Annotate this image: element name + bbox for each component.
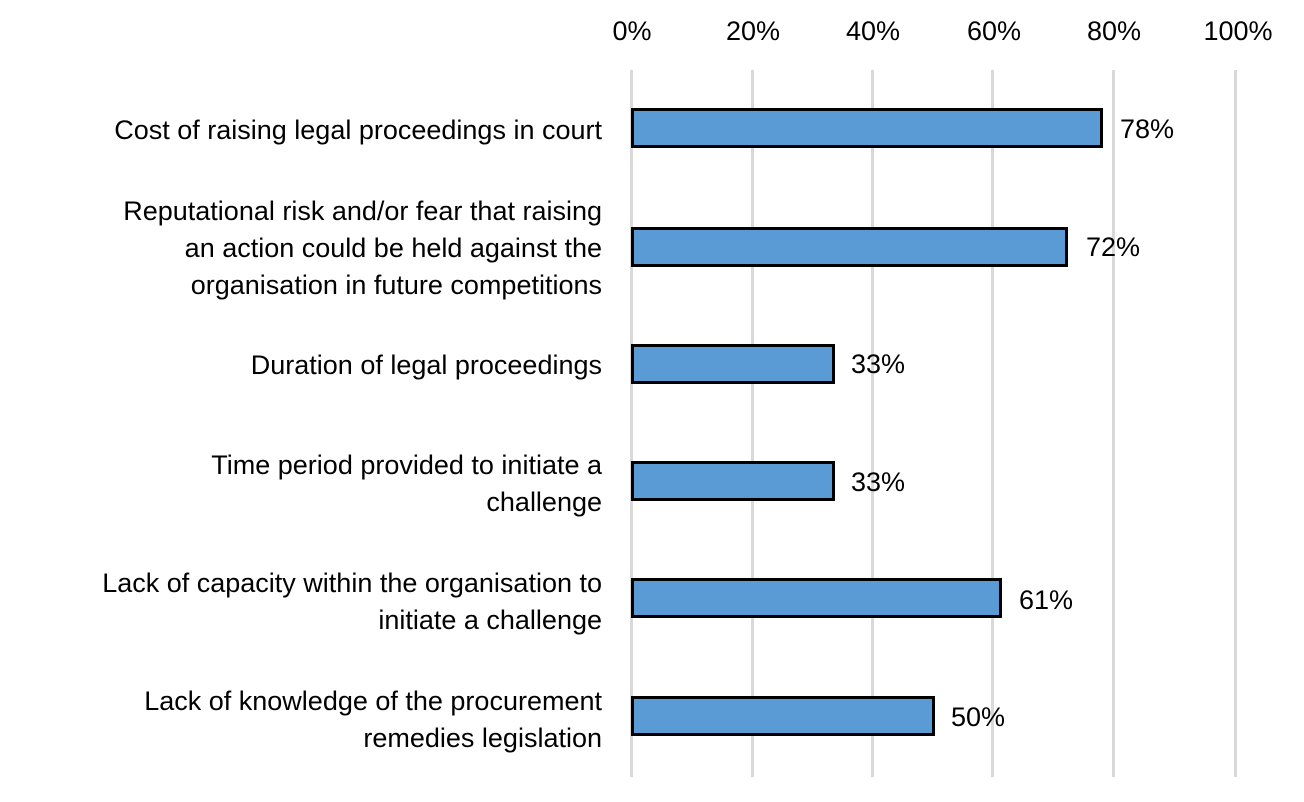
value-label: 33% <box>851 467 906 497</box>
value-label: 50% <box>951 702 1006 732</box>
bar <box>631 696 935 736</box>
gridline <box>630 70 633 777</box>
category-label-line: Reputational risk and/or fear that raisi… <box>123 196 602 226</box>
category-label-line: remedies legislation <box>363 723 602 753</box>
category-label-line: Cost of raising legal proceedings in cou… <box>114 115 602 145</box>
category-label: Duration of legal proceedings <box>0 347 602 384</box>
category-label-line: initiate a challenge <box>378 605 602 635</box>
category-label-line: organisation in future competitions <box>190 270 602 300</box>
bar <box>631 227 1068 267</box>
x-tick-label: 60% <box>966 16 1022 46</box>
category-label-line: Lack of capacity within the organisation… <box>102 568 602 598</box>
value-label: 61% <box>1019 585 1074 615</box>
category-label-line: an action could be held against the <box>184 233 602 263</box>
x-tick-label: 0% <box>612 16 652 46</box>
category-label-line: challenge <box>486 487 602 517</box>
category-label-line: Duration of legal proceedings <box>250 350 602 380</box>
category-label-line: Lack of knowledge of the procurement <box>144 686 602 716</box>
category-label: Time period provided to initiate a chall… <box>0 447 602 521</box>
value-label: 33% <box>851 349 906 379</box>
category-label-line: Time period provided to initiate a <box>211 450 602 480</box>
category-label: Cost of raising legal proceedings in cou… <box>0 112 602 149</box>
category-label: Lack of knowledge of the procurement rem… <box>0 683 602 757</box>
x-tick-label: 100% <box>1203 16 1273 46</box>
category-label: Lack of capacity within the organisation… <box>0 565 602 639</box>
value-label: 78% <box>1120 114 1175 144</box>
category-label: Reputational risk and/or fear that raisi… <box>0 193 602 304</box>
gridline <box>871 70 874 777</box>
gridline <box>751 70 754 777</box>
bar <box>631 578 1002 618</box>
x-tick-label: 20% <box>725 16 781 46</box>
bar <box>631 461 835 501</box>
gridline <box>991 70 994 777</box>
bar <box>631 108 1103 148</box>
x-tick-label: 40% <box>845 16 901 46</box>
value-label: 72% <box>1086 232 1141 262</box>
gridline <box>1112 70 1115 777</box>
x-tick-label: 80% <box>1086 16 1142 46</box>
gridline <box>1234 70 1237 777</box>
bar <box>631 344 835 384</box>
